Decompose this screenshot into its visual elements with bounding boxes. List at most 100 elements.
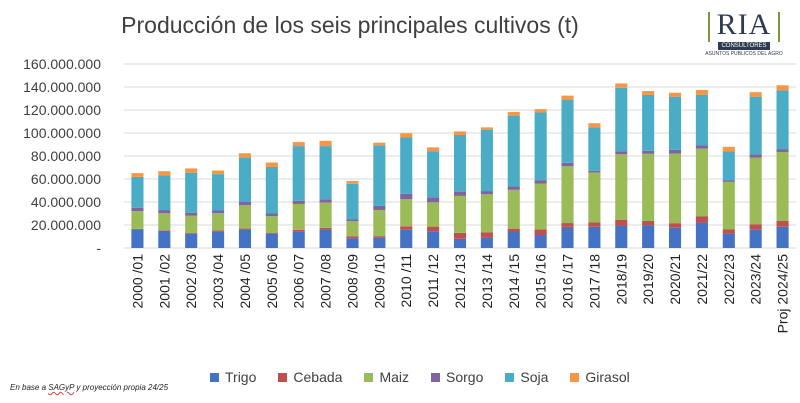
bar-segment-maiz	[400, 199, 413, 227]
bar-segment-girasol	[642, 91, 655, 95]
bar-segment-cebada	[238, 228, 252, 230]
legend-item-maiz: Maiz	[364, 369, 409, 385]
x-tick-label: 2003 /04	[210, 254, 226, 309]
bar-segment-sorgo	[695, 145, 708, 149]
bar-segment-trigo	[776, 226, 789, 248]
bar-segment-soja	[427, 151, 440, 198]
x-tick-label: 2023/24	[748, 254, 764, 305]
bar-segment-girasol	[427, 147, 440, 152]
bar-segment-sorgo	[185, 212, 198, 216]
x-tick-label: Proj 2024/25	[775, 254, 791, 334]
bar-segment-girasol	[238, 153, 252, 158]
bar-segment-maiz	[695, 148, 708, 217]
bar-segment-maiz	[668, 153, 682, 224]
bar-segment-cebada	[453, 232, 467, 239]
legend-label-soja: Soja	[520, 369, 549, 385]
bar-segment-girasol	[185, 168, 198, 173]
bar-segment-soja	[695, 94, 708, 146]
bar-segment-sorgo	[668, 149, 682, 154]
bar-segment-sorgo	[615, 151, 628, 155]
bar-segment-soja	[265, 166, 278, 214]
bar-segment-sorgo	[158, 210, 171, 214]
bar-segment-soja	[346, 183, 359, 220]
bar-segment-girasol	[373, 142, 386, 146]
logo-name: RIA	[716, 8, 772, 41]
bar-segment-trigo	[292, 231, 305, 248]
bar-segment-girasol	[453, 131, 467, 135]
x-tick-label: 2019/20	[640, 254, 656, 305]
legend-swatch-trigo	[210, 372, 219, 382]
bar-segment-cebada	[292, 229, 305, 232]
bar-segment-soja	[615, 87, 628, 152]
y-axis-ticks: - 20.000.000 40.000.000 60.000.000 80.000.00…	[23, 56, 101, 256]
ria-logo: RIA CONSULTORES ASUNTOS PUBLICOS DEL AGR…	[704, 8, 784, 58]
legend-label-cebada: Cebada	[293, 369, 343, 385]
bar-segment-sorgo	[427, 197, 440, 203]
bar-segment-sorgo	[265, 213, 278, 217]
bar-segment-trigo	[507, 232, 520, 248]
bar-segment-maiz	[185, 215, 198, 234]
bar-segment-trigo	[212, 231, 225, 248]
bar-segment-cebada	[776, 220, 789, 227]
legend-swatch-girasol	[570, 372, 580, 382]
source-prefix: En base a	[10, 383, 49, 392]
x-tick-label: 2015 /16	[533, 254, 549, 309]
legend-label-maiz: Maiz	[379, 369, 409, 385]
bar-segment-girasol	[695, 89, 708, 95]
bar-segment-sorgo	[749, 154, 762, 158]
bar-segment-trigo	[534, 235, 547, 248]
bar-segment-soja	[158, 175, 171, 211]
x-tick-label: 2020/21	[667, 254, 683, 305]
bar-segment-soja	[561, 99, 574, 163]
bar-segment-girasol	[212, 170, 225, 175]
bar-segment-sorgo	[776, 149, 789, 152]
x-tick-label: 2017 /18	[586, 254, 602, 309]
legend-swatch-soja	[505, 372, 515, 382]
x-tick-label: 2007 /08	[318, 254, 334, 309]
bar-segment-cebada	[373, 236, 386, 238]
bar-segment-trigo	[722, 233, 735, 248]
y-tick-label: 40.000.000	[31, 194, 101, 210]
bar-segment-soja	[480, 129, 493, 192]
bar-segment-girasol	[749, 92, 762, 97]
legend-item-sorgo: Sorgo	[431, 369, 483, 385]
bar-segment-cebada	[158, 230, 171, 231]
bar-segment-soja	[212, 174, 225, 211]
legend-swatch-maiz	[364, 372, 374, 382]
bar-segment-maiz	[534, 183, 547, 230]
bar-segment-cebada	[427, 226, 440, 232]
bar-segment-girasol	[615, 83, 628, 88]
x-tick-label: 2000 /01	[129, 254, 145, 309]
bar-segment-maiz	[319, 202, 332, 228]
x-tick-label: 2021/22	[694, 254, 710, 305]
x-tick-label: 2008 /09	[344, 254, 360, 309]
bar-segment-maiz	[776, 151, 789, 221]
bar-segment-trigo	[265, 233, 278, 248]
bar-segment-soja	[453, 134, 467, 192]
bar-segment-maiz	[453, 195, 467, 233]
x-tick-label: 2006 /07	[291, 254, 307, 309]
bar-segment-cebada	[507, 228, 520, 233]
legend: Trigo Cebada Maiz Sorgo Soja Girasol	[210, 369, 630, 385]
bar-segment-sorgo	[480, 191, 493, 195]
bar-segment-girasol	[158, 171, 171, 176]
bar-segment-girasol	[722, 146, 735, 152]
bar-segment-cebada	[722, 229, 735, 234]
bar-segment-girasol	[668, 92, 682, 97]
bar-segment-trigo	[588, 226, 601, 248]
x-tick-label: 2010 /11	[398, 254, 414, 308]
bar-segment-sorgo	[212, 210, 225, 214]
bar-segment-sorgo	[561, 162, 574, 167]
x-tick-label: 2014 /15	[506, 254, 522, 309]
bar-segment-trigo	[749, 229, 762, 248]
bar-segment-maiz	[238, 204, 252, 229]
bar-segment-girasol	[534, 109, 547, 113]
logo-bar-left	[708, 12, 710, 42]
bar-segment-cebada	[400, 226, 413, 230]
bar-segment-maiz	[292, 203, 305, 230]
bar-segment-cebada	[588, 222, 601, 227]
source-suffix: y proyección propia 24/25	[74, 383, 169, 392]
bar-segment-girasol	[400, 133, 413, 138]
y-tick-label: 80.000.000	[31, 148, 101, 164]
x-tick-label: 2002 /03	[183, 254, 199, 309]
